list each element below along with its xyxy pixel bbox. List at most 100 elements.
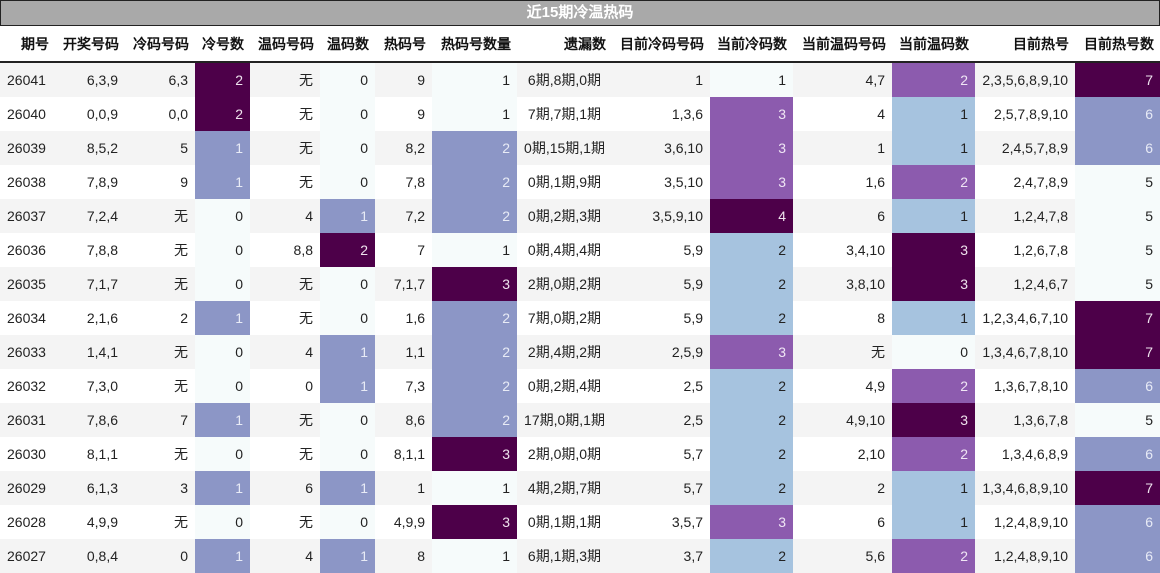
cell-hot: 1,1 [375, 335, 432, 369]
cell-warm: 4 [250, 199, 320, 233]
table-row: 26036 7,8,8 无 0 8,8 2 7 1 0期,4期,4期 5,9 2 3,4,10 3 1,2… [0, 233, 1160, 267]
cell-cold-count: 0 [195, 199, 250, 233]
cell-current-cold-count: 3 [710, 131, 793, 165]
cell-warm: 无 [250, 505, 320, 539]
column-header-hot[interactable]: 热码号 [375, 26, 432, 63]
cell-current-warm: 4,7 [793, 62, 892, 97]
table-row: 26034 2,1,6 2 1 无 0 1,6 2 7期,0期,2期 5,9 2 8 1 1,2,3,4,… [0, 301, 1160, 335]
column-header-warm[interactable]: 温码号码 [250, 26, 320, 63]
cell-issue: 26034 [0, 301, 55, 335]
cell-current-warm: 4 [793, 97, 892, 131]
cell-issue: 26027 [0, 539, 55, 573]
cell-current-cold: 2,5 [612, 369, 710, 403]
column-header-cold[interactable]: 冷码号码 [125, 26, 195, 63]
cell-miss: 7期,7期,1期 [517, 97, 612, 131]
cell-current-warm: 8 [793, 301, 892, 335]
cell-current-hot: 1,2,6,7,8 [975, 233, 1075, 267]
cell-warm-count: 2 [320, 233, 375, 267]
cell-cold: 无 [125, 335, 195, 369]
cell-current-cold: 5,9 [612, 301, 710, 335]
column-header-warm-count[interactable]: 温码数 [320, 26, 375, 63]
cell-current-cold: 5,9 [612, 267, 710, 301]
cell-warm-count: 1 [320, 471, 375, 505]
cell-current-warm-count: 1 [892, 131, 975, 165]
cell-cold: 0,0 [125, 97, 195, 131]
cell-current-hot: 2,4,5,7,8,9 [975, 131, 1075, 165]
cell-hot: 1,6 [375, 301, 432, 335]
column-header-current-warm-count[interactable]: 当前温码数 [892, 26, 975, 63]
cell-current-cold: 3,6,10 [612, 131, 710, 165]
cell-current-cold: 3,5,10 [612, 165, 710, 199]
cell-cold: 无 [125, 199, 195, 233]
cell-hot: 4,9,9 [375, 505, 432, 539]
cell-cold: 无 [125, 267, 195, 301]
cell-issue: 26035 [0, 267, 55, 301]
cell-hot: 8,6 [375, 403, 432, 437]
cell-draw: 6,3,9 [55, 62, 125, 97]
cell-current-warm: 3,4,10 [793, 233, 892, 267]
cell-warm: 无 [250, 165, 320, 199]
column-header-issue[interactable]: 期号 [0, 26, 55, 63]
cell-warm: 4 [250, 335, 320, 369]
cell-draw: 7,2,4 [55, 199, 125, 233]
cell-current-warm: 1 [793, 131, 892, 165]
cell-current-hot: 1,2,4,7,8 [975, 199, 1075, 233]
cell-current-warm: 5,6 [793, 539, 892, 573]
cell-hot: 8,1,1 [375, 437, 432, 471]
column-header-current-warm[interactable]: 当前温码号码 [793, 26, 892, 63]
cell-issue: 26033 [0, 335, 55, 369]
table-row: 26038 7,8,9 9 1 无 0 7,8 2 0期,1期,9期 3,5,10 3 1,6 2 2,4… [0, 165, 1160, 199]
cell-current-warm: 6 [793, 199, 892, 233]
cell-current-hot: 1,3,6,7,8 [975, 403, 1075, 437]
cell-cold-count: 0 [195, 267, 250, 301]
table-row: 26028 4,9,9 无 0 无 0 4,9,9 3 0期,1期,1期 3,5,7 3 6 1 1,2,… [0, 505, 1160, 539]
header-row: 期号 开奖号码 冷码号码 冷号数 温码号码 温码数 热码号 热码号数量 遗漏数 目前冷码号码 当前冷… [0, 26, 1160, 63]
cell-cold: 5 [125, 131, 195, 165]
table-row: 26030 8,1,1 无 0 无 0 8,1,1 3 2期,0期,0期 5,7 2 2,10 2 1,3… [0, 437, 1160, 471]
column-header-cold-count[interactable]: 冷号数 [195, 26, 250, 63]
cell-current-cold-count: 1 [710, 62, 793, 97]
cell-current-warm: 2,10 [793, 437, 892, 471]
cell-current-cold: 2,5,9 [612, 335, 710, 369]
cell-cold: 无 [125, 505, 195, 539]
column-header-miss[interactable]: 遗漏数 [517, 26, 612, 63]
cell-hot: 8,2 [375, 131, 432, 165]
column-header-draw[interactable]: 开奖号码 [55, 26, 125, 63]
cell-hot: 7,2 [375, 199, 432, 233]
column-header-current-hot[interactable]: 目前热号 [975, 26, 1075, 63]
cell-warm-count: 1 [320, 335, 375, 369]
cell-cold: 无 [125, 233, 195, 267]
cell-current-cold-count: 3 [710, 97, 793, 131]
cell-draw: 8,5,2 [55, 131, 125, 165]
cell-current-warm-count: 1 [892, 471, 975, 505]
cell-draw: 2,1,6 [55, 301, 125, 335]
column-header-current-cold-count[interactable]: 当前冷码数 [710, 26, 793, 63]
cell-current-warm-count: 3 [892, 233, 975, 267]
cell-current-warm-count: 2 [892, 539, 975, 573]
cell-draw: 6,1,3 [55, 471, 125, 505]
cell-hot-count: 2 [432, 199, 517, 233]
cell-draw: 7,8,6 [55, 403, 125, 437]
cell-current-hot-count: 5 [1075, 267, 1160, 301]
column-header-current-cold[interactable]: 目前冷码号码 [612, 26, 710, 63]
cell-cold-count: 1 [195, 131, 250, 165]
table-row: 26037 7,2,4 无 0 4 1 7,2 2 0期,2期,3期 3,5,9,10 4 6 1 1,2… [0, 199, 1160, 233]
cell-cold: 6,3 [125, 62, 195, 97]
column-header-hot-count[interactable]: 热码号数量 [432, 26, 517, 63]
cell-warm: 8,8 [250, 233, 320, 267]
table-row: 26040 0,0,9 0,0 2 无 0 9 1 7期,7期,1期 1,3,6 3 4 1 2,5,7,… [0, 97, 1160, 131]
cell-current-cold: 2,5 [612, 403, 710, 437]
cell-issue: 26031 [0, 403, 55, 437]
cell-draw: 0,0,9 [55, 97, 125, 131]
cell-issue: 26040 [0, 97, 55, 131]
cell-warm-count: 0 [320, 437, 375, 471]
cell-current-cold-count: 2 [710, 471, 793, 505]
cell-draw: 7,1,7 [55, 267, 125, 301]
cell-current-hot: 2,3,5,6,8,9,10 [975, 62, 1075, 97]
cell-draw: 4,9,9 [55, 505, 125, 539]
cell-draw: 7,8,8 [55, 233, 125, 267]
cell-current-warm-count: 2 [892, 369, 975, 403]
cell-warm: 6 [250, 471, 320, 505]
cell-issue: 26030 [0, 437, 55, 471]
column-header-current-hot-count[interactable]: 目前热号数 [1075, 26, 1160, 63]
